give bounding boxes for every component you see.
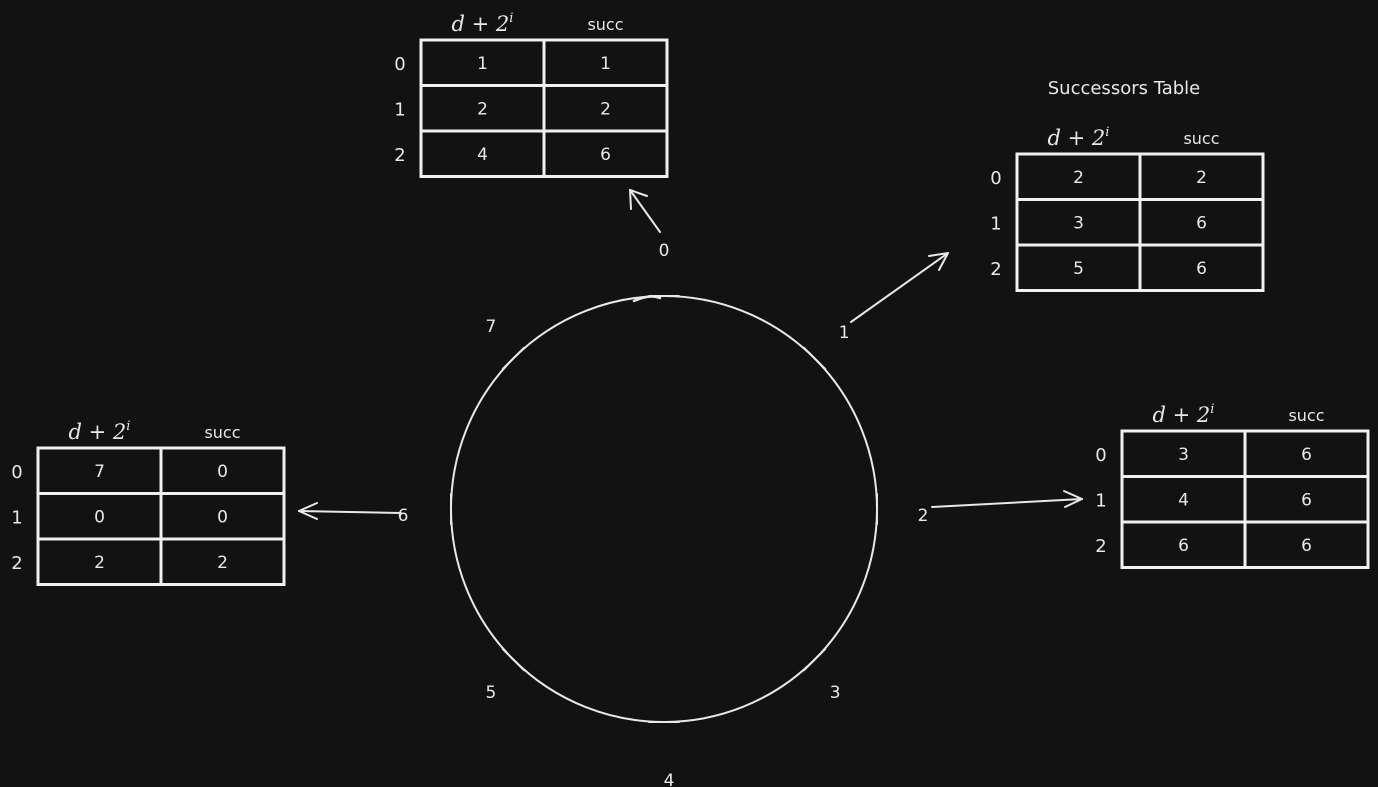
arrows: [298, 189, 1083, 520]
node-ticks: [450, 295, 878, 723]
header-exponent: i: [1105, 125, 1109, 140]
node-label-1: 1: [839, 323, 850, 343]
header-base: d + 2: [452, 12, 510, 36]
arrow-node-1: [850, 252, 949, 323]
arrow-node-2: [931, 490, 1083, 508]
row-index-label: 0: [11, 462, 22, 483]
row-index-label: 1: [11, 507, 22, 528]
cell-d-plus-2-pow-i: 1: [477, 54, 488, 74]
header-succ: succ: [204, 423, 240, 442]
row-index-label: 2: [990, 259, 1001, 280]
cell-succ: 2: [600, 99, 611, 119]
header-base: d + 2: [1048, 126, 1106, 150]
cell-succ: 6: [1196, 213, 1207, 233]
header-succ: succ: [1288, 406, 1324, 425]
successor-table-node-6: d + 2i succ 0 7 0 1 0 0 2 2 2: [11, 419, 286, 586]
row-index-label: 1: [990, 213, 1001, 234]
cell-d-plus-2-pow-i: 2: [1073, 168, 1084, 188]
cell-succ: 6: [1301, 490, 1312, 510]
cell-succ: 6: [1301, 445, 1312, 465]
cell-d-plus-2-pow-i: 7: [94, 462, 105, 482]
row-index-label: 1: [394, 99, 405, 120]
cell-succ: 2: [217, 553, 228, 573]
row-index-label: 0: [394, 54, 405, 75]
cell-succ: 1: [600, 54, 611, 74]
header-d-plus-2-pow-i: d + 2i: [1153, 402, 1215, 427]
header-d-plus-2-pow-i: d + 2i: [452, 11, 514, 36]
row-index-label: 2: [394, 145, 405, 166]
node-label-2: 2: [918, 506, 929, 526]
tick-node-5: [501, 648, 525, 672]
node-labels: 0 1 2 3 4 5 6 7: [398, 241, 929, 787]
node-label-4: 4: [664, 771, 675, 787]
cell-d-plus-2-pow-i: 6: [1178, 536, 1189, 556]
ring-circle: [450, 295, 878, 723]
cell-d-plus-2-pow-i: 5: [1073, 259, 1084, 279]
cell-d-plus-2-pow-i: 3: [1073, 213, 1084, 233]
row-index-label: 1: [1095, 490, 1106, 511]
cell-succ: 0: [217, 507, 228, 527]
arrow-node-0: [629, 189, 661, 233]
header-base: d + 2: [1153, 403, 1211, 427]
row-index-label: 0: [990, 168, 1001, 189]
cell-succ: 6: [1196, 259, 1207, 279]
successor-table-node-1: d + 2i succ 0 2 2 1 3 6 2 5 6: [990, 125, 1265, 292]
cell-d-plus-2-pow-i: 2: [94, 553, 105, 573]
cell-d-plus-2-pow-i: 4: [1178, 490, 1189, 510]
tick-node-1: [803, 346, 827, 370]
header-d-plus-2-pow-i: d + 2i: [69, 419, 131, 444]
arrow-node-6: [298, 502, 402, 520]
node-label-3: 3: [830, 683, 841, 703]
cell-succ: 6: [1301, 536, 1312, 556]
header-base: d + 2: [69, 420, 127, 444]
cell-succ: 6: [600, 145, 611, 165]
node-label-7: 7: [485, 317, 496, 337]
row-index-label: 2: [11, 553, 22, 574]
row-index-label: 2: [1095, 536, 1106, 557]
cell-succ: 0: [217, 462, 228, 482]
cell-d-plus-2-pow-i: 2: [477, 99, 488, 119]
cell-d-plus-2-pow-i: 0: [94, 507, 105, 527]
node-label-0: 0: [659, 241, 670, 261]
successors-table-title: Successors Table: [1048, 78, 1201, 99]
row-index-label: 0: [1095, 445, 1106, 466]
cell-d-plus-2-pow-i: 3: [1178, 445, 1189, 465]
header-exponent: i: [126, 419, 130, 434]
successor-table-node-0: d + 2i succ 0 1 1 1 2 2 2 4 6: [394, 11, 669, 178]
ring: [450, 295, 878, 723]
header-succ: succ: [1183, 129, 1219, 148]
tick-node-3: [803, 648, 827, 672]
header-d-plus-2-pow-i: d + 2i: [1048, 125, 1110, 150]
cell-d-plus-2-pow-i: 4: [477, 145, 488, 165]
header-exponent: i: [509, 11, 513, 26]
header-succ: succ: [587, 15, 623, 34]
node-label-6: 6: [398, 506, 409, 526]
tick-node-7: [501, 346, 525, 370]
successor-table-node-2: d + 2i succ 0 3 6 1 4 6 2 6 6: [1095, 402, 1370, 569]
cell-succ: 2: [1196, 168, 1207, 188]
node-label-5: 5: [485, 683, 496, 703]
header-exponent: i: [1210, 402, 1214, 417]
